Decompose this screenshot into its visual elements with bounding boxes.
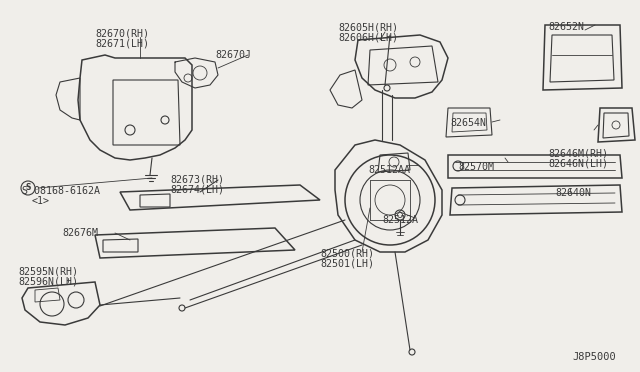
Text: S: S bbox=[26, 183, 31, 192]
Text: 82605H(RH): 82605H(RH) bbox=[338, 22, 398, 32]
Text: 82596N(LH): 82596N(LH) bbox=[18, 277, 78, 287]
Text: 82640N: 82640N bbox=[555, 188, 591, 198]
Text: 82595N(RH): 82595N(RH) bbox=[18, 267, 78, 277]
Text: 82652N: 82652N bbox=[548, 22, 584, 32]
Text: 82646M(RH): 82646M(RH) bbox=[548, 148, 608, 158]
Text: 82671(LH): 82671(LH) bbox=[95, 38, 149, 48]
Text: 82674(LH): 82674(LH) bbox=[170, 185, 224, 195]
Text: 82670J: 82670J bbox=[215, 50, 251, 60]
Text: 82500(RH): 82500(RH) bbox=[320, 248, 374, 258]
Text: 82512AA: 82512AA bbox=[368, 165, 410, 175]
Text: <1>: <1> bbox=[32, 196, 50, 206]
Text: S 08168-6162A: S 08168-6162A bbox=[22, 186, 100, 196]
Text: J8P5000: J8P5000 bbox=[572, 352, 616, 362]
Text: 82654N: 82654N bbox=[450, 118, 486, 128]
Text: 82676M: 82676M bbox=[62, 228, 98, 238]
Text: 82646N(LH): 82646N(LH) bbox=[548, 158, 608, 168]
Text: 82606H(LH): 82606H(LH) bbox=[338, 32, 398, 42]
Text: 82501(LH): 82501(LH) bbox=[320, 258, 374, 268]
Text: 82570M: 82570M bbox=[458, 162, 494, 172]
Text: 82670(RH): 82670(RH) bbox=[95, 28, 149, 38]
Text: 82673(RH): 82673(RH) bbox=[170, 175, 224, 185]
Text: 82512A: 82512A bbox=[382, 215, 418, 225]
